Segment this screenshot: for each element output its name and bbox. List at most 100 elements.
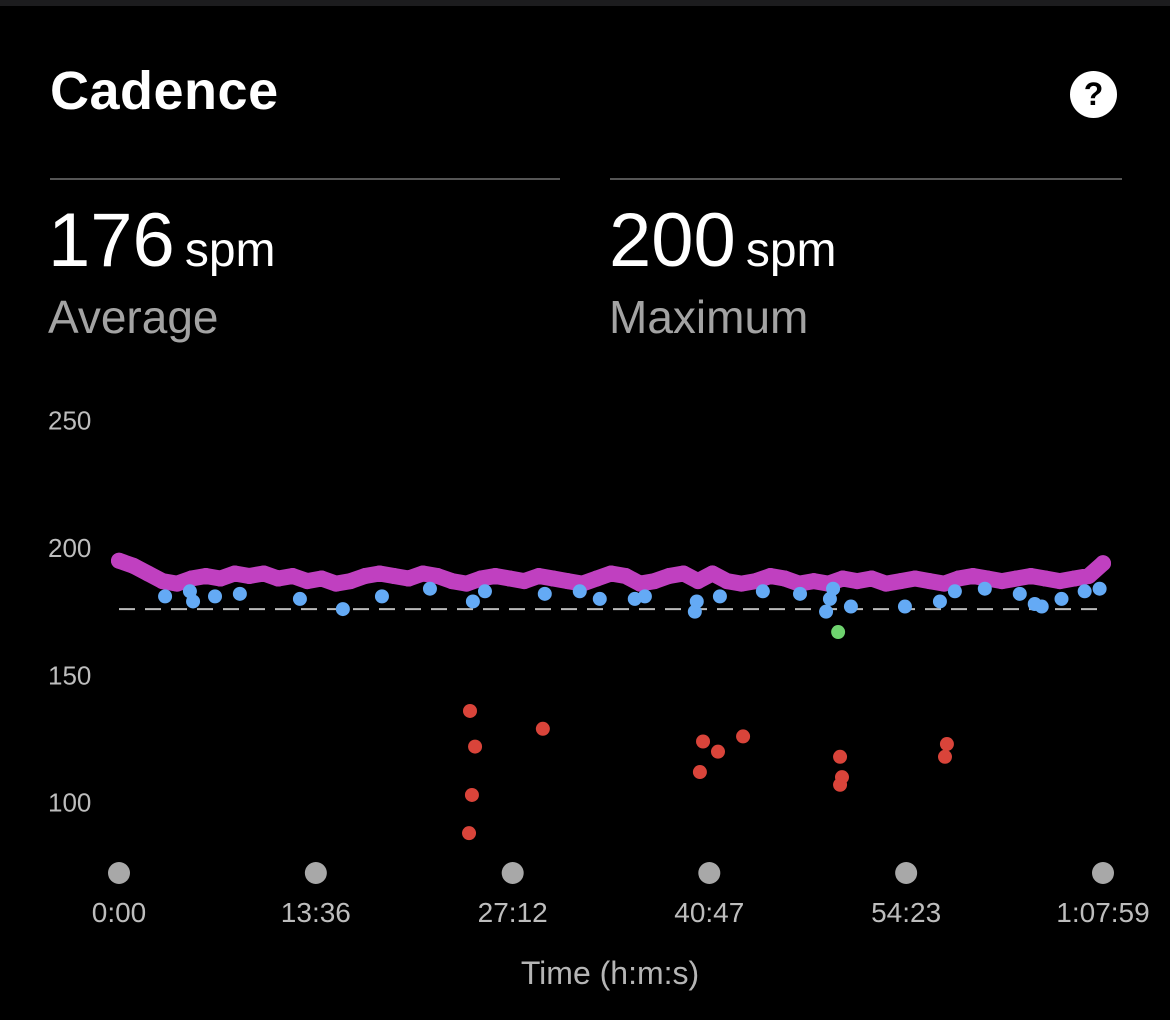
purple-data-point [386,568,403,585]
y-tick-label: 200 [48,533,91,563]
purple-data-point [921,573,938,590]
blue-data-point [819,604,834,619]
y-tick-label: 100 [48,788,91,818]
blue-data-point [712,589,727,604]
red-data-point [833,749,848,764]
x-tick-label: 27:12 [478,897,548,928]
purple-data-point [892,573,909,590]
purple-data-point [878,575,895,592]
x-axis-dot [698,862,721,884]
purple-data-point [111,552,127,569]
purple-data-point [429,568,446,585]
x-axis-label: Time (h:m:s) [521,955,699,991]
blue-data-point [897,599,912,614]
x-tick-label: 0:00 [92,897,147,928]
x-axis-dot [1092,862,1114,884]
purple-data-point [299,573,316,590]
stat-average: 176 spm Average [48,196,276,344]
purple-data-point [139,565,156,582]
purple-data-point [834,570,851,587]
stat-unit: spm [745,224,837,277]
purple-data-point [313,570,330,587]
stat-value: 200 [609,198,736,283]
page-title: Cadence [50,61,279,121]
purple-data-point [675,565,692,582]
purple-data-point [559,573,576,590]
blue-data-point [689,594,704,609]
purple-data-point [516,573,533,590]
red-data-point [736,729,751,744]
blue-data-point [843,599,858,614]
x-tick-label: 13:36 [281,897,351,928]
purple-data-point [588,570,605,587]
purple-data-point [1037,570,1054,587]
blue-data-point [932,594,947,609]
blue-data-point [1054,591,1069,606]
purple-data-point [950,570,967,587]
stat-label: Average [48,291,219,343]
blue-data-point [292,591,307,606]
red-data-point [468,739,483,754]
purple-data-point [270,570,287,587]
purple-data-point [328,575,345,592]
purple-data-point [718,573,735,590]
purple-data-point [414,565,431,582]
purple-data-point [704,565,721,582]
purple-data-point [993,573,1010,590]
purple-data-point [762,568,779,585]
x-tick-label: 40:47 [674,897,744,928]
purple-data-point [1080,568,1097,585]
purple-data-point [1022,568,1039,585]
purple-data-point [646,573,663,590]
blue-data-point [977,581,992,596]
purple-data-point [197,568,214,585]
purple-data-point [212,570,229,587]
blue-data-point [637,589,652,604]
top-border [0,0,1170,6]
red-data-point [696,734,711,749]
red-data-point [535,721,550,736]
purple-data-point [733,575,750,592]
x-axis-dot [304,862,327,884]
blue-data-point [158,589,173,604]
purple-data-point [487,568,504,585]
red-data-point [710,744,725,759]
green-data-point [831,625,846,640]
divider [50,178,560,180]
blue-data-point [465,594,480,609]
blue-data-point [1077,584,1092,599]
blue-data-point [1092,581,1107,596]
purple-data-point [603,565,620,582]
blue-data-point [335,602,350,617]
purple-data-point [357,568,374,585]
blue-data-point [592,591,607,606]
question-circle-icon[interactable]: ? [1070,71,1117,118]
purple-data-point [936,575,953,592]
purple-data-point [226,565,243,582]
purple-data-point [472,570,489,587]
purple-data-point [1008,570,1025,587]
purple-data-point [501,570,518,587]
x-axis-dot [895,862,918,884]
purple-data-point [168,575,185,592]
red-data-point [464,787,479,802]
purple-data-point [154,573,171,590]
x-tick-label: 54:23 [871,897,941,928]
red-data-point [939,737,954,752]
purple-data-point [661,568,678,585]
purple-data-point [545,570,562,587]
purple-data-point [241,568,258,585]
purple-data-point [183,570,200,587]
stat-unit: spm [184,224,276,277]
purple-data-point [805,573,822,590]
blue-data-point [1012,586,1027,601]
purple-data-point [443,573,460,590]
blue-data-point [1034,599,1049,614]
red-data-point [462,703,477,718]
purple-data-point [632,575,649,592]
blue-data-point [947,584,962,599]
purple-data-point [964,568,981,585]
blue-data-point [755,584,770,599]
stat-maximum: 200 spm Maximum [609,196,837,344]
red-data-point [692,765,707,780]
